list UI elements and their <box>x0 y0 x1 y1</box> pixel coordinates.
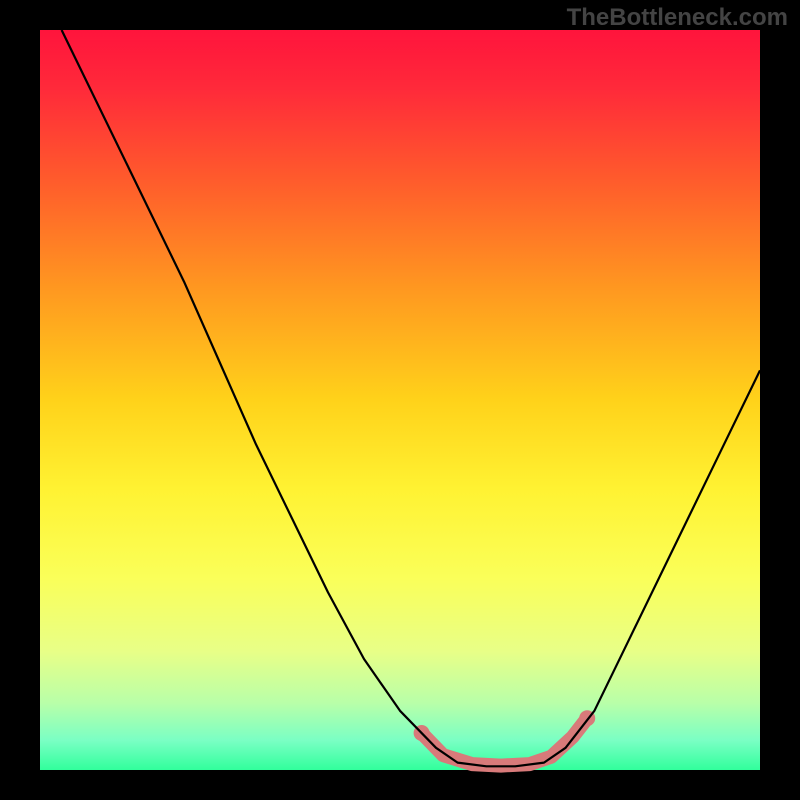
watermark-text: TheBottleneck.com <box>567 4 788 32</box>
chart-svg <box>0 0 800 800</box>
plot-background <box>40 30 760 770</box>
chart-canvas: TheBottleneck.com <box>0 0 800 800</box>
